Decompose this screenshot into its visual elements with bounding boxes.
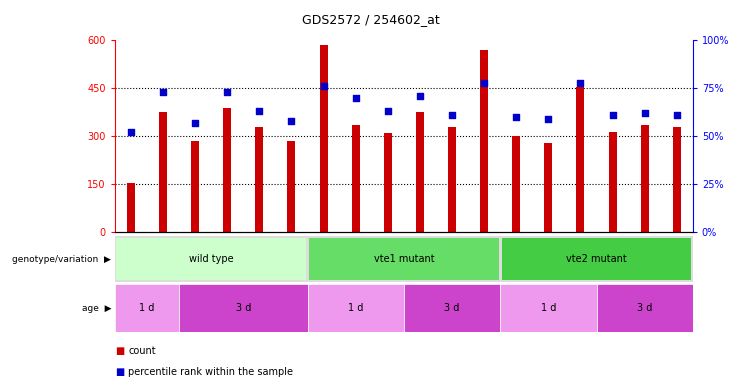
Point	[189, 120, 201, 126]
Text: wild type: wild type	[189, 254, 233, 264]
Bar	[191, 141, 199, 232]
Bar	[576, 87, 585, 232]
Point	[607, 112, 619, 118]
Point	[511, 114, 522, 120]
Point	[253, 108, 265, 114]
Bar	[500, 284, 597, 332]
Text: ■: ■	[115, 346, 124, 356]
Bar	[673, 127, 681, 232]
Point	[350, 95, 362, 101]
Point	[478, 79, 490, 86]
Text: GDS2572 / 254602_at: GDS2572 / 254602_at	[302, 13, 439, 26]
Bar	[288, 141, 296, 232]
Bar	[179, 284, 308, 332]
Point	[382, 108, 393, 114]
Bar	[448, 127, 456, 232]
Text: 1 d: 1 d	[348, 303, 363, 313]
Bar	[480, 50, 488, 232]
Bar	[223, 108, 231, 232]
Text: genotype/variation  ▶: genotype/variation ▶	[13, 255, 111, 264]
Point	[222, 89, 233, 95]
Bar	[319, 45, 328, 232]
Point	[446, 112, 458, 118]
Bar	[384, 133, 392, 232]
Bar	[512, 136, 520, 232]
Text: percentile rank within the sample: percentile rank within the sample	[128, 367, 293, 377]
Bar	[116, 238, 306, 280]
Text: vte1 mutant: vte1 mutant	[373, 254, 434, 264]
Bar	[597, 284, 693, 332]
Bar	[545, 143, 552, 232]
Point	[639, 110, 651, 116]
Bar	[127, 183, 135, 232]
Bar	[308, 284, 404, 332]
Bar	[641, 125, 648, 232]
Text: vte2 mutant: vte2 mutant	[566, 254, 627, 264]
Bar	[352, 125, 359, 232]
Bar	[159, 112, 167, 232]
Text: age  ▶: age ▶	[82, 304, 111, 313]
Bar	[115, 284, 179, 332]
Bar	[309, 238, 499, 280]
Text: 1 d: 1 d	[541, 303, 556, 313]
Bar	[502, 238, 691, 280]
Bar	[404, 284, 500, 332]
Text: 1 d: 1 d	[139, 303, 155, 313]
Point	[318, 83, 330, 89]
Point	[574, 79, 586, 86]
Text: 3 d: 3 d	[445, 303, 459, 313]
Point	[285, 118, 297, 124]
Text: 3 d: 3 d	[637, 303, 652, 313]
Bar	[416, 112, 424, 232]
Text: count: count	[128, 346, 156, 356]
Text: ■: ■	[115, 367, 124, 377]
Bar	[256, 127, 263, 232]
Bar	[608, 131, 617, 232]
Point	[414, 93, 426, 99]
Text: 3 d: 3 d	[236, 303, 251, 313]
Point	[671, 112, 682, 118]
Point	[125, 129, 137, 136]
Point	[542, 116, 554, 122]
Point	[157, 89, 169, 95]
